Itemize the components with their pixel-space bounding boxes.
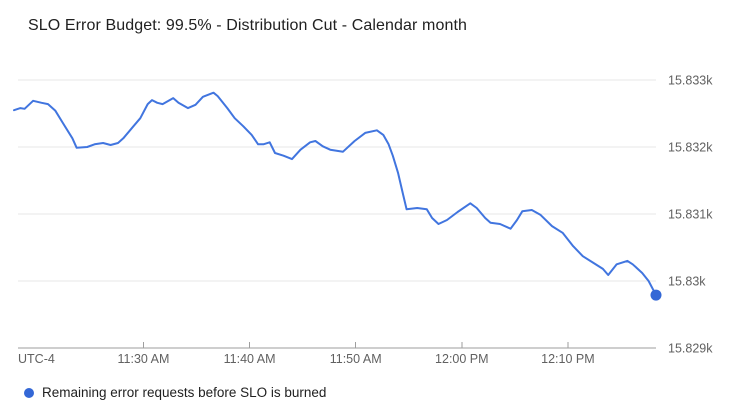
series-endpoint-marker[interactable] bbox=[650, 289, 662, 301]
series-line[interactable] bbox=[13, 91, 657, 297]
x-axis-tick-label: 12:10 PM bbox=[541, 352, 595, 366]
legend-item[interactable]: Remaining error requests before SLO is b… bbox=[24, 385, 326, 400]
y-axis-tick-label: 15.83k bbox=[668, 275, 706, 289]
x-axis-tick-label: 11:40 AM bbox=[224, 352, 276, 366]
legend-label: Remaining error requests before SLO is b… bbox=[42, 385, 327, 400]
chart-title: SLO Error Budget: 99.5% - Distribution C… bbox=[28, 17, 467, 34]
y-axis-tick-label: 15.833k bbox=[668, 74, 713, 88]
utc-offset-label: UTC-4 bbox=[18, 352, 55, 366]
y-axis-tick-label: 15.829k bbox=[668, 342, 713, 356]
y-axis-tick-label: 15.832k bbox=[668, 141, 713, 155]
line-chart-plot[interactable]: 15.833k 15.832k 15.831k 15.83k 15.829k 11:30 … bbox=[0, 60, 732, 372]
x-axis-tick-label: 11:30 AM bbox=[118, 352, 170, 366]
y-axis-tick-label: 15.831k bbox=[668, 208, 713, 222]
series-marker-icon bbox=[24, 387, 34, 398]
x-axis-tick-label: 11:50 AM bbox=[330, 352, 382, 366]
x-axis-tick-label: 12:00 PM bbox=[435, 352, 489, 366]
